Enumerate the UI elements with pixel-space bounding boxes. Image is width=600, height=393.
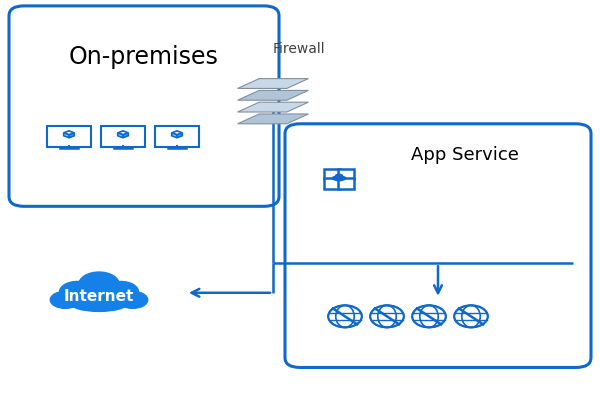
FancyBboxPatch shape [155,126,199,147]
Text: Firewall: Firewall [273,42,326,56]
Ellipse shape [332,177,338,180]
Ellipse shape [118,291,148,309]
Polygon shape [238,114,308,124]
Ellipse shape [50,291,80,309]
FancyBboxPatch shape [47,126,91,147]
Polygon shape [69,133,74,138]
Polygon shape [123,133,128,138]
Circle shape [370,305,404,327]
Circle shape [328,305,362,327]
Ellipse shape [103,281,139,302]
Polygon shape [64,131,74,135]
Ellipse shape [335,178,343,181]
Polygon shape [172,131,182,135]
FancyBboxPatch shape [101,126,145,147]
FancyBboxPatch shape [338,169,354,179]
Polygon shape [238,79,308,88]
FancyBboxPatch shape [324,169,340,179]
Ellipse shape [70,295,128,311]
Ellipse shape [335,174,343,178]
Text: Internet: Internet [64,289,134,304]
Ellipse shape [59,281,95,302]
Polygon shape [118,133,123,138]
Polygon shape [64,133,69,138]
Polygon shape [238,102,308,112]
Ellipse shape [340,177,346,180]
Ellipse shape [79,272,119,297]
Polygon shape [238,90,308,100]
Polygon shape [118,131,128,135]
Polygon shape [172,133,177,138]
Polygon shape [177,133,182,138]
FancyBboxPatch shape [324,178,340,189]
FancyBboxPatch shape [9,6,279,206]
FancyBboxPatch shape [338,178,354,189]
FancyBboxPatch shape [285,124,591,367]
Circle shape [412,305,446,327]
Circle shape [454,305,488,327]
Text: On-premises: On-premises [69,45,219,69]
Text: App Service: App Service [411,146,519,164]
